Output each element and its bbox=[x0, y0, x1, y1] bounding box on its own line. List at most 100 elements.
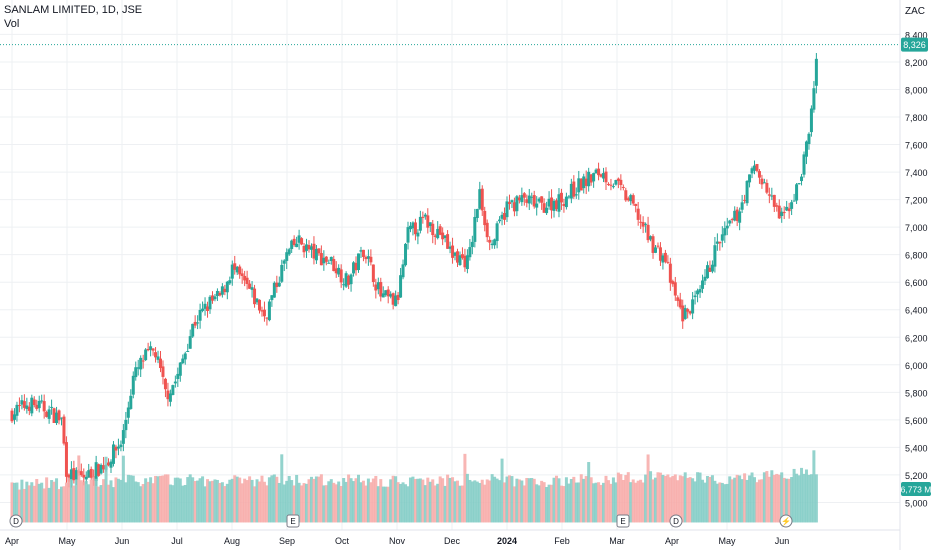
volume-bar bbox=[215, 479, 219, 523]
y-tick-label: 8,400 bbox=[905, 30, 928, 40]
candle-body bbox=[109, 461, 113, 468]
volume-bar bbox=[507, 475, 511, 523]
volume-bar bbox=[780, 472, 784, 523]
candle-body bbox=[322, 257, 326, 264]
volume-bar bbox=[198, 478, 202, 523]
volume-bar bbox=[10, 482, 14, 523]
volume-bar bbox=[800, 467, 804, 523]
event-marker-label: E bbox=[290, 517, 295, 526]
candle-body bbox=[87, 470, 91, 478]
candle-body bbox=[183, 353, 187, 360]
candle-body bbox=[384, 290, 388, 296]
volume-bar bbox=[213, 479, 217, 523]
candle-body bbox=[344, 273, 348, 287]
volume-bar bbox=[258, 481, 261, 523]
volume-bar bbox=[64, 482, 68, 523]
earnings-marker bbox=[286, 514, 300, 528]
candle-body bbox=[673, 282, 677, 296]
candle-body bbox=[22, 401, 26, 408]
candle-body bbox=[97, 464, 101, 476]
volume-bar bbox=[399, 483, 403, 523]
candle-body bbox=[488, 239, 492, 243]
volume-bar bbox=[114, 477, 118, 523]
volume-bar bbox=[309, 476, 313, 523]
earnings-marker bbox=[616, 514, 630, 528]
candle-body bbox=[413, 222, 417, 235]
volume-bar bbox=[696, 472, 700, 523]
candle-body bbox=[324, 256, 328, 262]
volume-bar bbox=[116, 478, 120, 523]
volume-bar bbox=[730, 479, 734, 523]
volume-bar bbox=[352, 481, 356, 523]
volume-bar bbox=[55, 478, 59, 523]
candle-body bbox=[82, 474, 86, 478]
candle-body bbox=[188, 336, 192, 349]
candle-body bbox=[300, 238, 304, 245]
candle-body bbox=[233, 263, 237, 270]
volume-bar bbox=[270, 475, 274, 523]
volume-bar bbox=[411, 476, 415, 523]
candle-body bbox=[349, 274, 353, 285]
candle-body bbox=[710, 264, 714, 272]
candle-body bbox=[186, 351, 190, 353]
candle-body bbox=[25, 405, 29, 409]
volume-bar bbox=[619, 474, 623, 523]
candle-body bbox=[446, 234, 450, 249]
candle-body bbox=[374, 284, 378, 291]
volume-bar bbox=[795, 473, 799, 523]
volume-bar bbox=[428, 481, 432, 523]
volume-bar bbox=[775, 473, 779, 523]
volume-bar bbox=[37, 483, 41, 523]
candle-body bbox=[691, 299, 695, 314]
candle-body bbox=[431, 223, 435, 236]
volume-bar bbox=[30, 482, 34, 523]
candle-body bbox=[305, 244, 309, 251]
candle-body bbox=[337, 267, 341, 275]
volume-bar bbox=[413, 478, 417, 523]
candle-body bbox=[814, 58, 818, 86]
candle-body bbox=[89, 468, 93, 478]
volume-bar bbox=[183, 484, 187, 523]
candle-body bbox=[364, 256, 368, 260]
volume-bar bbox=[253, 486, 257, 523]
volume-bar bbox=[705, 476, 709, 523]
candle-body bbox=[421, 216, 425, 218]
volume-bar bbox=[218, 482, 222, 523]
candle-body bbox=[312, 243, 316, 259]
volume-bar bbox=[401, 482, 405, 523]
candle-body bbox=[218, 292, 222, 296]
candle-body bbox=[404, 243, 408, 266]
candle-body bbox=[250, 287, 254, 290]
volume-bar bbox=[790, 477, 794, 523]
volume-bar bbox=[267, 477, 271, 523]
volume-bar bbox=[710, 475, 714, 523]
volume-bar bbox=[307, 479, 311, 523]
candle-body bbox=[317, 248, 321, 254]
volume-bar bbox=[342, 478, 346, 523]
volume-bar bbox=[792, 468, 796, 523]
volume-bar bbox=[616, 472, 620, 523]
candle-body bbox=[297, 235, 301, 243]
candle-body bbox=[74, 470, 78, 480]
volume-bar bbox=[418, 478, 422, 523]
candle-body bbox=[408, 225, 412, 230]
candle-body bbox=[57, 410, 61, 421]
candle-body bbox=[760, 178, 764, 185]
volume-bar bbox=[646, 454, 650, 523]
candle-body bbox=[777, 205, 781, 219]
candle-body bbox=[611, 186, 615, 188]
candle-body bbox=[557, 194, 561, 212]
volume-bar bbox=[473, 480, 477, 523]
volume-bar bbox=[683, 472, 687, 523]
volume-bar bbox=[678, 475, 682, 523]
candle-body bbox=[64, 442, 68, 477]
volume-bar bbox=[159, 475, 162, 523]
candle-body bbox=[460, 254, 464, 258]
candle-body bbox=[750, 168, 754, 174]
volume-bar bbox=[809, 474, 813, 523]
candle-body bbox=[743, 199, 747, 201]
candle-body bbox=[587, 171, 591, 187]
volume-bar bbox=[176, 477, 180, 523]
